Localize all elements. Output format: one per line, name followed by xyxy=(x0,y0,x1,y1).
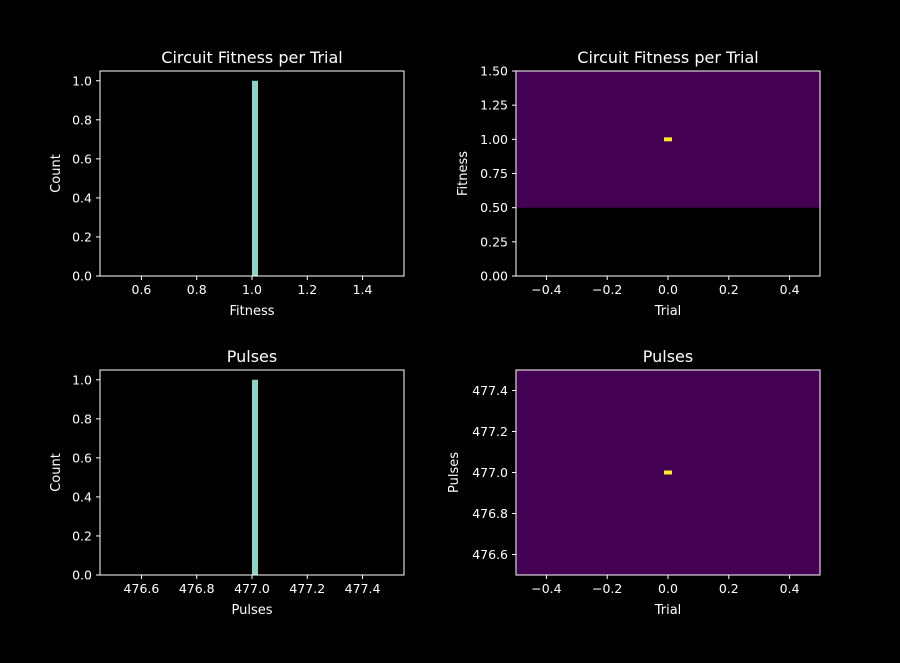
x-tick-label: −0.2 xyxy=(592,581,622,596)
y-axis-label: Pulses xyxy=(447,452,462,493)
y-tick-label: 0.2 xyxy=(72,528,92,543)
y-tick-label: 0.0 xyxy=(72,568,92,583)
y-tick-label: 476.8 xyxy=(472,506,508,521)
x-tick-label: 0.2 xyxy=(719,282,739,297)
y-axis-label: Fitness xyxy=(456,151,471,196)
x-tick-label: 0.6 xyxy=(132,282,152,297)
y-tick-label: 1.0 xyxy=(72,73,92,88)
x-tick-label: 477.4 xyxy=(345,581,381,596)
histogram-bar xyxy=(252,379,258,575)
y-axis-label: Count xyxy=(49,154,64,193)
data-point xyxy=(664,470,672,475)
x-tick-label: 0.0 xyxy=(658,581,678,596)
y-tick-label: 0.6 xyxy=(72,450,92,465)
y-tick-label: 477.0 xyxy=(472,465,508,480)
y-tick-label: 0.2 xyxy=(72,229,92,244)
chart-panel-top-right: −0.4 −0.2 0.0 0.2 0.4 0.00 0.25 0.50 0.75 1.00 1.2… xyxy=(456,48,821,319)
x-axis-label: Fitness xyxy=(229,304,274,319)
y-tick-label: 0.6 xyxy=(72,151,92,166)
x-axis-label: Pulses xyxy=(231,603,272,618)
x-tick-label: 1.0 xyxy=(242,282,262,297)
x-tick-label: −0.2 xyxy=(592,282,622,297)
x-tick-label: 0.8 xyxy=(187,282,207,297)
x-axis-label: Trial xyxy=(654,304,682,319)
chart-title: Pulses xyxy=(227,347,277,366)
y-tick-label: 1.0 xyxy=(72,372,92,387)
y-tick-label: 0.8 xyxy=(72,411,92,426)
y-tick-label: 0.50 xyxy=(480,200,508,215)
y-tick-label: 1.50 xyxy=(480,64,508,79)
y-axis-label: Count xyxy=(49,453,64,492)
x-tick-label: −0.4 xyxy=(531,581,561,596)
x-axis-label: Trial xyxy=(654,603,682,618)
y-tick-label: 0.8 xyxy=(72,112,92,127)
y-tick-label: 0.75 xyxy=(480,166,508,181)
x-tick-label: 0.4 xyxy=(780,581,800,596)
x-tick-label: 476.6 xyxy=(124,581,160,596)
chart-panel-bottom-right: −0.4 −0.2 0.0 0.2 0.4 476.6 476.8 477.0 477.2 477… xyxy=(447,347,821,618)
x-tick-label: 0.0 xyxy=(658,282,678,297)
y-tick-label: 476.6 xyxy=(472,547,508,562)
x-tick-label: 477.0 xyxy=(234,581,270,596)
y-tick-label: 0.00 xyxy=(480,269,508,284)
x-tick-label: 477.2 xyxy=(289,581,325,596)
x-tick-label: −0.4 xyxy=(531,282,561,297)
y-tick-label: 0.4 xyxy=(72,489,92,504)
histogram-bar xyxy=(252,80,258,276)
chart-title: Circuit Fitness per Trial xyxy=(161,48,342,67)
chart-panel-bottom-left: 476.6 476.8 477.0 477.2 477.4 0.0 0.2 0.4 0.6 0.8… xyxy=(49,347,405,618)
y-tick-label: 0.4 xyxy=(72,190,92,205)
y-tick-label: 1.00 xyxy=(480,132,508,147)
chart-title: Pulses xyxy=(643,347,693,366)
y-tick-label: 477.4 xyxy=(472,383,508,398)
x-tick-label: 0.4 xyxy=(780,282,800,297)
data-point xyxy=(664,137,672,142)
x-tick-label: 1.4 xyxy=(353,282,373,297)
panels: 0.6 0.8 1.0 1.2 1.4 0.0 0.2 0.4 0.6 0.8 1.0 Circuit… xyxy=(49,48,821,618)
x-tick-label: 0.2 xyxy=(719,581,739,596)
y-tick-label: 477.2 xyxy=(472,424,508,439)
y-tick-label: 1.25 xyxy=(480,98,508,113)
y-tick-label: 0.25 xyxy=(480,234,508,249)
chart-panel-top-left: 0.6 0.8 1.0 1.2 1.4 0.0 0.2 0.4 0.6 0.8 1.0 Circuit… xyxy=(49,48,405,319)
chart-title: Circuit Fitness per Trial xyxy=(577,48,758,67)
x-tick-label: 476.8 xyxy=(179,581,215,596)
x-tick-label: 1.2 xyxy=(297,282,317,297)
y-tick-label: 0.0 xyxy=(72,269,92,284)
